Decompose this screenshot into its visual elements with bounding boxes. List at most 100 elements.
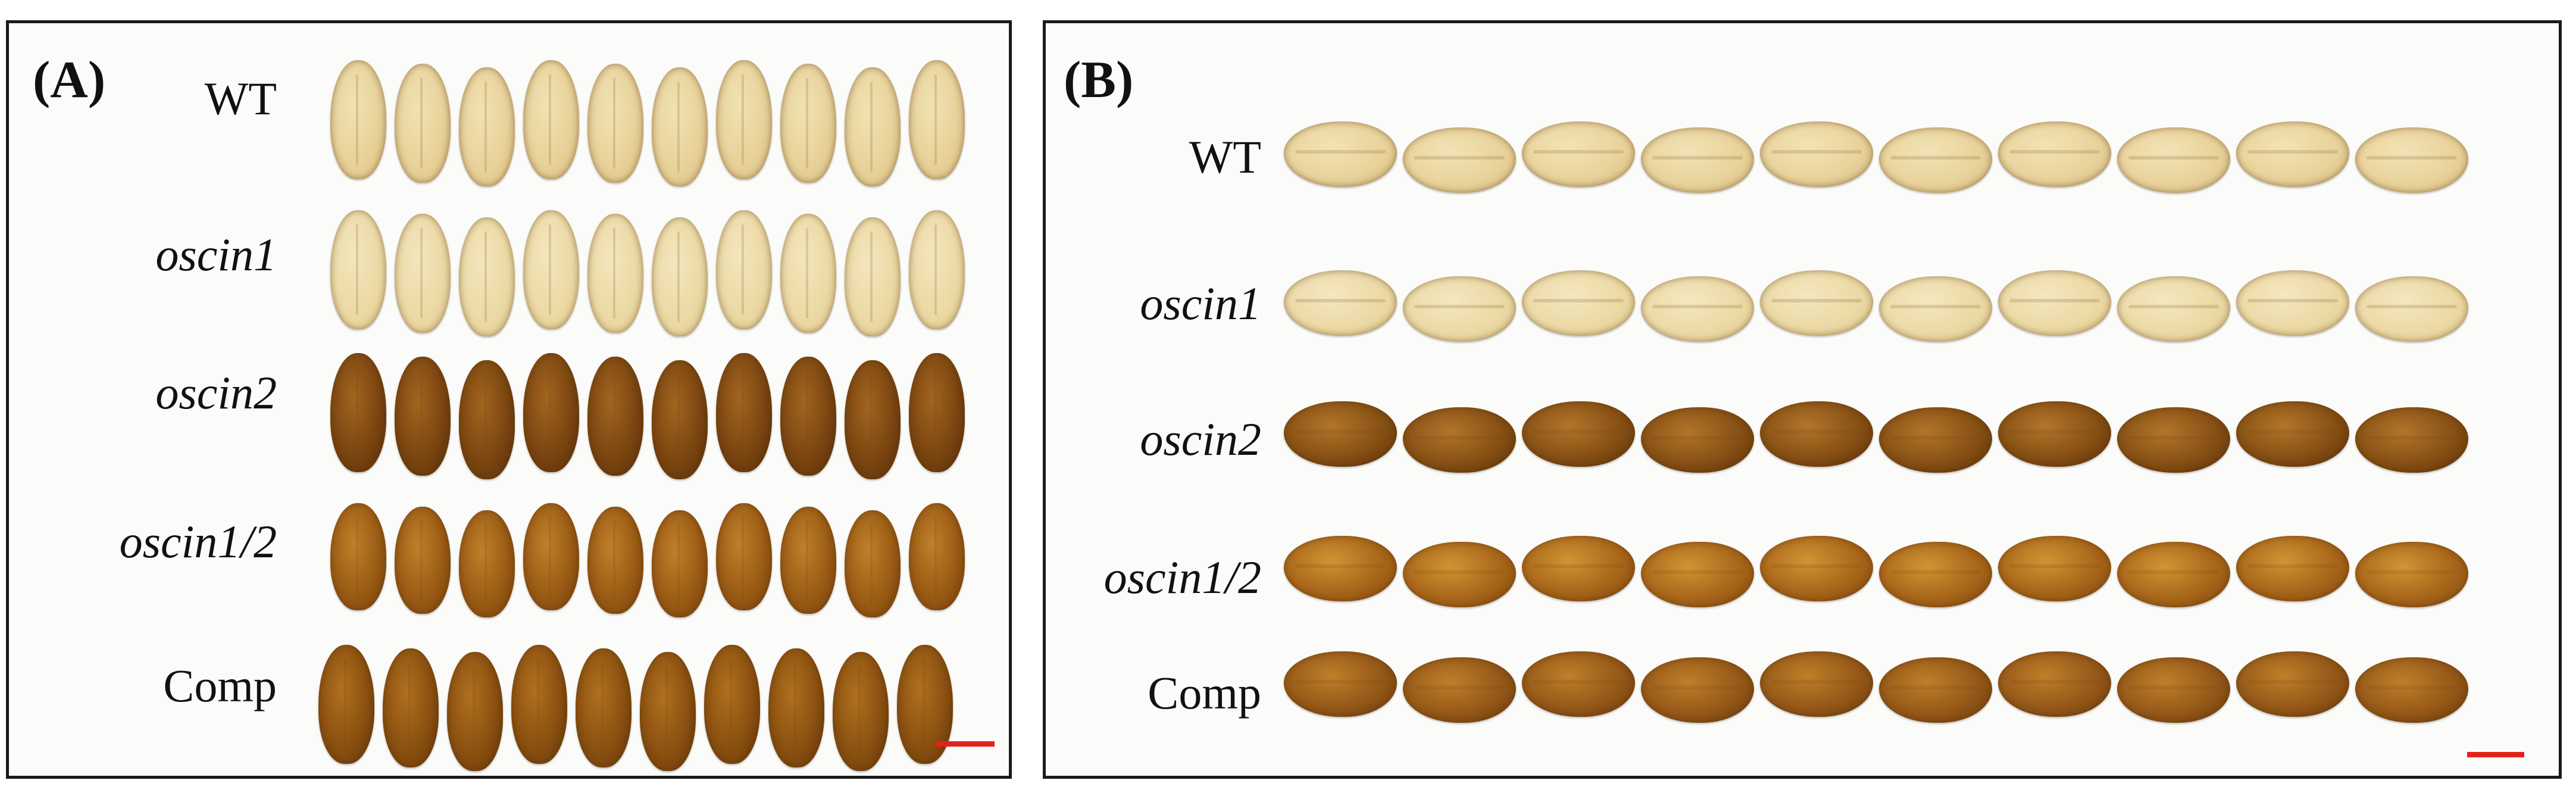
seed-b-row4-3 <box>1522 536 1635 601</box>
seed-b-row4-10 <box>2355 542 2468 607</box>
seed-a-row1-7 <box>716 60 772 179</box>
seed-a-row2-2 <box>395 214 451 333</box>
seed-a-row2-8 <box>780 214 836 333</box>
seed-a-row5-1 <box>318 645 374 764</box>
seed-a-row1-4 <box>523 60 579 179</box>
seed-b-row2-9 <box>2236 270 2349 336</box>
seed-a-row1-1 <box>330 60 386 179</box>
panel-label-b: (B) <box>1064 51 1134 109</box>
seed-a-row2-5 <box>587 214 643 333</box>
seed-b-row4-5 <box>1760 536 1873 601</box>
seed-a-row4-4 <box>523 503 579 610</box>
seed-b-row1-10 <box>2355 127 2468 193</box>
seed-b-row5-1 <box>1284 651 1397 717</box>
seed-a-row3-6 <box>652 360 708 479</box>
seed-a-row4-2 <box>395 507 451 614</box>
seed-a-row5-6 <box>640 652 696 771</box>
row-label-wt: WT <box>204 73 277 124</box>
seed-a-row2-9 <box>845 217 901 336</box>
seed-b-row1-6 <box>1879 127 1992 193</box>
seed-a-row3-9 <box>845 360 901 479</box>
seed-b-row1-1 <box>1284 121 1397 187</box>
panel-a: (A) WT oscin1 oscin2 oscin1/2 Comp <box>6 20 1012 779</box>
row-label-oscin1: oscin1 <box>155 229 277 280</box>
seed-a-row3-8 <box>780 357 836 476</box>
seed-a-row1-5 <box>587 64 643 183</box>
seed-b-row2-5 <box>1760 270 1873 336</box>
seed-b-row1-3 <box>1522 121 1635 187</box>
seed-b-row1-8 <box>2117 127 2230 193</box>
seed-b-row5-2 <box>1403 657 1516 723</box>
seed-b-row2-1 <box>1284 270 1397 336</box>
seed-b-row3-6 <box>1879 407 1992 473</box>
seed-a-row5-3 <box>447 652 503 771</box>
row-label-oscin1-b: oscin1 <box>1140 277 1261 329</box>
seed-a-row2-4 <box>523 210 579 329</box>
seed-b-row2-3 <box>1522 270 1635 336</box>
seed-a-row4-9 <box>845 510 901 617</box>
seed-a-row1-8 <box>780 64 836 183</box>
row-label-oscin2: oscin2 <box>155 367 277 419</box>
seed-b-row3-4 <box>1641 407 1754 473</box>
seed-a-row4-6 <box>652 510 708 617</box>
seed-b-row1-4 <box>1641 127 1754 193</box>
seed-a-row2-10 <box>909 210 965 329</box>
seed-b-row4-7 <box>1998 536 2111 601</box>
seed-b-row1-2 <box>1403 127 1516 193</box>
seed-b-row5-10 <box>2355 657 2468 723</box>
row-label-oscin1-2-b: oscin1/2 <box>1103 551 1261 603</box>
seed-a-row2-1 <box>330 210 386 329</box>
seed-a-row1-3 <box>459 67 515 186</box>
seed-b-row4-2 <box>1403 542 1516 607</box>
seed-b-row5-7 <box>1998 651 2111 717</box>
seed-a-row1-2 <box>395 64 451 183</box>
seed-b-row4-1 <box>1284 536 1397 601</box>
seed-a-row2-3 <box>459 217 515 336</box>
seed-a-row4-3 <box>459 510 515 617</box>
seed-b-row3-9 <box>2236 401 2349 467</box>
seed-a-row3-4 <box>523 353 579 472</box>
seed-a-row3-3 <box>459 360 515 479</box>
seed-b-row4-4 <box>1641 542 1754 607</box>
seed-b-row3-2 <box>1403 407 1516 473</box>
row-label-oscin1-2: oscin1/2 <box>119 516 277 567</box>
seed-b-row5-3 <box>1522 651 1635 717</box>
seed-b-row1-5 <box>1760 121 1873 187</box>
seed-a-row1-10 <box>909 60 965 179</box>
seed-a-row3-2 <box>395 357 451 476</box>
seed-a-row5-2 <box>383 648 439 767</box>
seed-a-row4-5 <box>587 507 643 614</box>
seed-a-row4-10 <box>909 503 965 610</box>
seed-a-row2-7 <box>716 210 772 329</box>
seed-b-row5-8 <box>2117 657 2230 723</box>
seed-b-row3-7 <box>1998 401 2111 467</box>
row-label-oscin2-b: oscin2 <box>1140 413 1261 465</box>
scale-bar-a <box>935 741 995 747</box>
seed-b-row3-5 <box>1760 401 1873 467</box>
seed-a-row3-10 <box>909 353 965 472</box>
seed-b-row3-3 <box>1522 401 1635 467</box>
seed-a-row1-6 <box>652 67 708 186</box>
seed-b-row4-6 <box>1879 542 1992 607</box>
seed-a-row5-10 <box>897 645 953 764</box>
row-label-wt-b: WT <box>1189 131 1261 183</box>
seed-b-row2-10 <box>2355 276 2468 342</box>
seed-b-row2-2 <box>1403 276 1516 342</box>
seed-a-row5-9 <box>833 652 889 771</box>
seed-a-row2-6 <box>652 217 708 336</box>
seed-a-row4-8 <box>780 507 836 614</box>
seed-b-row2-4 <box>1641 276 1754 342</box>
scale-bar-b <box>2467 752 2524 757</box>
seed-b-row5-9 <box>2236 651 2349 717</box>
seed-a-row3-1 <box>330 353 386 472</box>
seed-b-row2-6 <box>1879 276 1992 342</box>
seed-a-row3-5 <box>587 357 643 476</box>
seed-b-row5-6 <box>1879 657 1992 723</box>
seed-b-row3-8 <box>2117 407 2230 473</box>
row-label-comp: Comp <box>163 660 277 711</box>
seed-b-row5-4 <box>1641 657 1754 723</box>
row-label-comp-b: Comp <box>1148 667 1261 719</box>
seed-a-row5-8 <box>768 648 824 767</box>
seed-b-row1-7 <box>1998 121 2111 187</box>
seed-a-row4-7 <box>716 503 772 610</box>
